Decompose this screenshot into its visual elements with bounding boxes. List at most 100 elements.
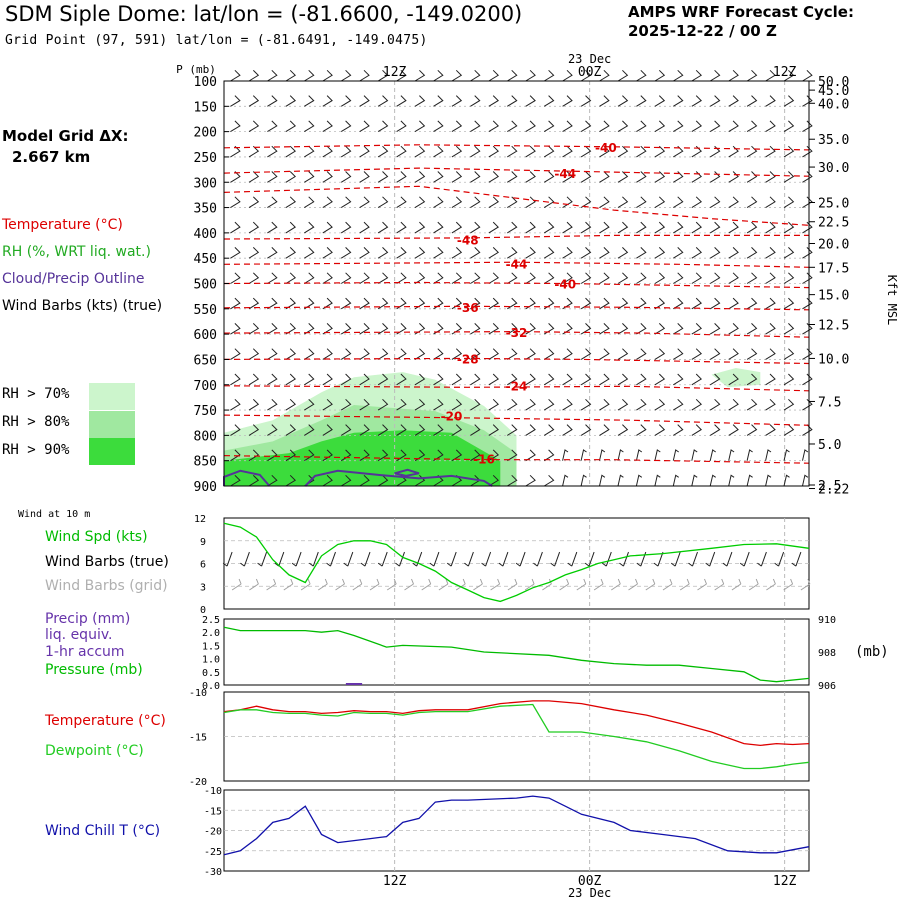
wind-barb [765,449,772,461]
wind-barb [322,196,333,209]
wind-barb [673,373,684,386]
wind-barb-grid [283,578,294,591]
wind-barb [765,272,776,284]
pressure-tick-label: 300 [194,176,217,191]
wind-barb [746,297,758,310]
wind-barb [599,196,610,209]
wind-barb [267,247,278,259]
wind-barb [488,145,500,158]
time-tick-label-top: 00Z [578,65,602,80]
wind-barb-grid [490,578,501,591]
wind-barb [414,474,426,487]
wind-barb [654,196,666,209]
wind-barb-true [757,551,767,567]
wind-barb-true [257,551,268,567]
wind-barb [765,95,776,107]
wind-barb [507,171,518,183]
pressure-tick-label: 600 [194,328,217,343]
isotherm-line-0 [223,144,810,151]
wind-barb [525,221,536,234]
forecast-cycle-value: 2025-12-22 / 00 Z [628,22,777,40]
wind-barb [396,398,407,411]
wind-barb-true [343,551,354,567]
wind-barb [783,373,795,386]
wind-barb [248,398,260,411]
wind-barb-true [412,551,423,567]
wind-barb [340,69,352,82]
wind-barb-grid [628,578,638,591]
height-tick-label: 5.0 [818,438,841,453]
wind-barb [617,272,629,284]
wind-barb [654,221,666,234]
wind-barb [470,196,481,209]
wind-barb [802,95,813,107]
wind-barb [267,474,278,487]
wind-barb [525,247,536,259]
wind-barb [580,449,587,461]
wind-barb [617,69,629,82]
wind-barb [673,348,684,360]
wind-barb [802,449,809,461]
pressure-tick: 908 [818,648,836,659]
pressure-tick-label: 800 [194,429,217,444]
wind-barb [304,348,315,360]
cloud-outline-3 [394,468,420,477]
wind-barb-true [653,551,664,567]
time-tick-label-top: 12Z [773,65,797,80]
wind-barb [599,449,606,461]
wind-barb [617,398,629,411]
wind-barbs-grid-label: Wind Barbs (grid) [45,578,168,594]
wind-barb-grid [421,578,432,591]
wind-barb [451,171,463,183]
wind-barb [562,398,573,411]
wind-barb [728,247,739,259]
wind-barb [488,348,500,360]
wind-barb [248,69,260,82]
wind-barb-true [240,551,250,567]
wind-barb-true [584,551,595,567]
wind-barb-grid [386,578,397,591]
wind-barb [396,120,407,133]
wind-barb [765,69,776,82]
wind-barb [562,95,573,107]
wind-barb [433,424,444,436]
wind-barb [543,373,555,386]
wind-barb [636,120,647,133]
wind-barb [746,221,758,234]
wind-barb [267,398,278,411]
wind-barb [507,272,518,284]
wind-barb [543,272,555,284]
wind-barb [451,424,463,436]
wind-barb-true [498,551,509,567]
wind-chill-tick: -20 [204,827,222,838]
isotherm-line-1 [223,167,810,177]
wind-barb-true [619,551,629,567]
wind-barb [691,373,703,386]
wind-barb [230,247,241,259]
wind-barb [396,247,407,259]
wind-barb [746,323,758,335]
wind-barb [451,373,463,386]
isotherm-label: -44 [506,257,528,271]
wind-barb [673,247,684,259]
wind-barb [765,474,772,487]
wind-barb [230,348,241,360]
wind-barb [433,196,444,209]
wind-barb [248,348,260,360]
wind-barb-true [550,551,561,567]
wind-barb [728,171,739,183]
wind-barb-true [602,551,612,567]
wind-barb [267,449,278,462]
isotherm-label: -40 [595,141,617,155]
wind-barb [783,474,790,487]
precip-liq-label: liq. equiv. [45,627,113,643]
wind-barb [783,171,795,183]
pressure-tick-label: 750 [194,404,217,419]
wind-barb [617,424,629,436]
wind-barb [636,348,647,360]
wind-barb [322,348,333,360]
wind-barb [377,196,389,209]
wind-barb [470,221,481,234]
wind-barb [673,221,684,234]
pressure-tick-label: 250 [194,151,217,166]
